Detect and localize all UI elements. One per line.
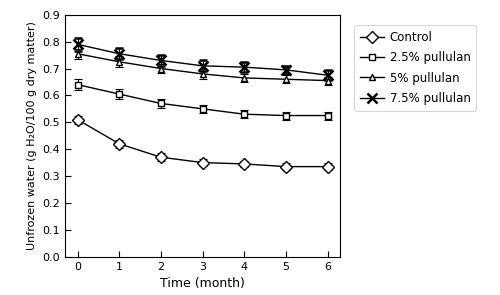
X-axis label: Time (month): Time (month) <box>160 277 245 290</box>
Y-axis label: Unfrozen water (g H₂O/100 g dry matter): Unfrozen water (g H₂O/100 g dry matter) <box>27 21 37 250</box>
Legend: Control, 2.5% pullulan, 5% pullulan, 7.5% pullulan: Control, 2.5% pullulan, 5% pullulan, 7.5… <box>354 25 476 111</box>
